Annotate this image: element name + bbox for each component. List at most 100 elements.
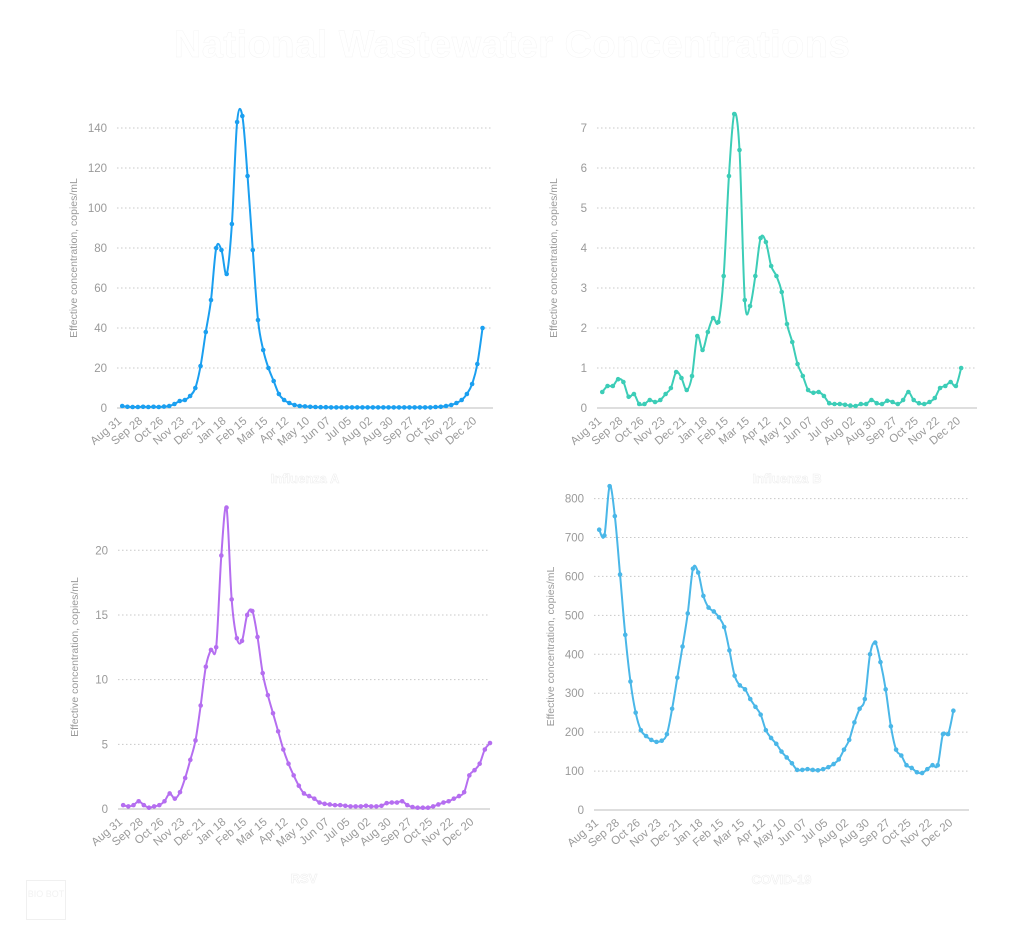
rsv-data-point[interactable] [436, 802, 441, 807]
rsv-data-point[interactable] [410, 804, 415, 810]
covid-19-data-point[interactable] [810, 767, 816, 773]
influenza-b-data-point[interactable] [668, 385, 674, 391]
rsv-data-point[interactable] [482, 747, 488, 752]
influenza-b-data-point[interactable] [958, 365, 964, 371]
covid-19-data-point[interactable] [815, 767, 821, 773]
influenza-a-data-point[interactable] [130, 404, 135, 410]
covid-19-data-point[interactable] [643, 733, 649, 739]
rsv-data-point[interactable] [312, 796, 317, 801]
rsv-data-point[interactable] [208, 647, 214, 653]
covid-19-data-point[interactable] [612, 513, 618, 519]
rsv-data-point[interactable] [420, 805, 426, 811]
rsv-data-point[interactable] [157, 802, 162, 808]
covid-19-data-point[interactable] [846, 737, 852, 743]
covid-19-data-point[interactable] [904, 762, 909, 768]
covid-19-data-point[interactable] [773, 741, 779, 747]
covid-19-data-point[interactable] [732, 673, 737, 678]
influenza-a-data-point[interactable] [119, 403, 125, 409]
covid-19-data-point[interactable] [789, 760, 795, 766]
rsv-data-point[interactable] [456, 793, 462, 799]
covid-19-data-point[interactable] [867, 651, 873, 657]
influenza-b-data-point[interactable] [911, 397, 916, 403]
influenza-a-data-point[interactable] [281, 397, 287, 403]
rsv-data-point[interactable] [151, 804, 157, 809]
influenza-a-data-point[interactable] [318, 404, 323, 410]
rsv-data-point[interactable] [213, 644, 219, 650]
covid-19-data-point[interactable] [680, 644, 685, 649]
influenza-a-data-point[interactable] [287, 400, 292, 406]
influenza-b-data-point[interactable] [684, 387, 690, 393]
covid-19-data-point[interactable] [919, 770, 925, 776]
influenza-b-data-point[interactable] [631, 391, 637, 397]
rsv-data-point[interactable] [446, 798, 451, 804]
covid-19-data-point[interactable] [779, 749, 784, 754]
influenza-a-data-point[interactable] [313, 404, 318, 410]
influenza-b-data-point[interactable] [869, 397, 874, 403]
influenza-a-data-point[interactable] [422, 405, 428, 410]
influenza-b-data-point[interactable] [932, 395, 938, 401]
covid-19-data-point[interactable] [716, 615, 722, 620]
influenza-a-data-point[interactable] [156, 404, 162, 410]
rsv-data-point[interactable] [136, 798, 141, 804]
rsv-data-point[interactable] [358, 804, 364, 809]
covid-19-data-point[interactable] [857, 706, 862, 712]
rsv-data-point[interactable] [198, 703, 203, 708]
influenza-b-data-point[interactable] [800, 373, 806, 379]
covid-19-data-point[interactable] [820, 766, 826, 772]
influenza-a-data-point[interactable] [443, 403, 449, 409]
covid-19-data-point[interactable] [951, 708, 956, 714]
influenza-a-data-point[interactable] [234, 119, 240, 125]
influenza-b-data-point[interactable] [927, 399, 932, 405]
rsv-data-point[interactable] [394, 800, 400, 805]
rsv-data-point[interactable] [353, 804, 358, 809]
rsv-data-point[interactable] [141, 802, 147, 808]
rsv-data-point[interactable] [255, 634, 260, 640]
rsv-data-point[interactable] [430, 804, 436, 809]
influenza-b-data-point[interactable] [900, 397, 906, 403]
influenza-a-data-point[interactable] [323, 404, 329, 410]
influenza-b-data-point[interactable] [795, 361, 800, 367]
influenza-b-data-point[interactable] [826, 400, 832, 406]
influenza-b-data-point[interactable] [626, 394, 631, 400]
influenza-a-data-point[interactable] [480, 325, 485, 331]
covid-19-data-point[interactable] [648, 737, 654, 743]
covid-19-data-point[interactable] [935, 762, 941, 768]
influenza-b-data-point[interactable] [811, 390, 816, 396]
influenza-a-data-point[interactable] [255, 317, 261, 323]
rsv-data-point[interactable] [441, 800, 446, 805]
influenza-b-data-point[interactable] [789, 339, 795, 345]
covid-19-data-point[interactable] [794, 767, 800, 773]
rsv-data-point[interactable] [337, 802, 343, 808]
influenza-a-data-point[interactable] [292, 402, 297, 408]
influenza-a-data-point[interactable] [360, 405, 365, 410]
influenza-a-data-point[interactable] [307, 404, 313, 410]
rsv-data-point[interactable] [234, 635, 240, 641]
influenza-b-data-point[interactable] [858, 401, 864, 407]
influenza-b-data-point[interactable] [758, 235, 763, 241]
covid-19-data-point[interactable] [805, 766, 810, 772]
influenza-a-data-point[interactable] [469, 381, 475, 387]
rsv-data-point[interactable] [317, 800, 322, 805]
influenza-b-data-point[interactable] [636, 401, 642, 407]
influenza-a-data-point[interactable] [135, 404, 141, 410]
influenza-b-data-point[interactable] [774, 273, 779, 279]
covid-19-data-point[interactable] [925, 766, 930, 772]
influenza-a-data-point[interactable] [271, 378, 276, 384]
rsv-data-point[interactable] [425, 805, 431, 811]
covid-19-data-point[interactable] [878, 659, 883, 665]
influenza-b-data-point[interactable] [890, 399, 895, 405]
covid-19-data-point[interactable] [617, 572, 623, 577]
covid-19-data-point[interactable] [826, 764, 831, 770]
rsv-data-point[interactable] [343, 803, 348, 809]
influenza-a-data-point[interactable] [401, 405, 407, 410]
covid-19-data-point[interactable] [893, 747, 899, 752]
rsv-data-point[interactable] [229, 597, 234, 602]
rsv-data-point[interactable] [461, 789, 467, 795]
influenza-a-data-point[interactable] [464, 391, 470, 397]
influenza-a-data-point[interactable] [370, 405, 376, 410]
rsv-data-point[interactable] [146, 805, 152, 811]
influenza-b-data-point[interactable] [816, 389, 821, 395]
covid-19-data-point[interactable] [695, 570, 701, 575]
influenza-b-data-point[interactable] [853, 403, 858, 409]
influenza-a-data-point[interactable] [407, 405, 412, 410]
